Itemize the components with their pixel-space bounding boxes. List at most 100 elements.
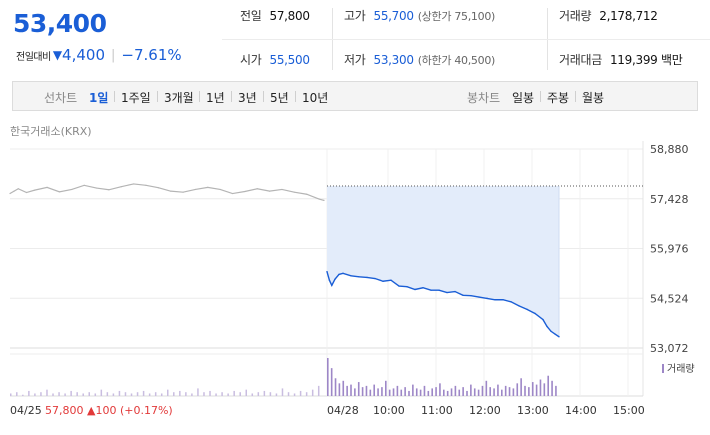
volume-bar — [555, 385, 557, 396]
volume-bar — [470, 384, 472, 396]
today-price-point — [358, 276, 360, 278]
volume-bar — [535, 384, 538, 396]
prev-day-point — [120, 186, 122, 188]
prev-day-point — [108, 189, 110, 191]
price-change: 전일대비 ▼ 4,400 | −7.61% — [16, 46, 182, 64]
candle-weekly-tab[interactable]: 주봉 — [547, 91, 570, 105]
period-3y-tab[interactable]: 3년 — [238, 91, 257, 105]
volume-bar — [408, 390, 410, 396]
period-1d-tab[interactable]: 1일 — [89, 91, 109, 105]
period-5y-tab[interactable]: 5년 — [270, 91, 289, 105]
prev-day-point — [58, 191, 61, 193]
prev-day-point — [182, 191, 184, 193]
volume-bar — [342, 380, 345, 396]
today-price-point — [494, 299, 496, 301]
high-price: 고가 55,700 (상한가 75,100) — [344, 7, 495, 24]
x-tick-label: 12:00 — [469, 404, 501, 417]
y-tick-label: 54,524 — [650, 292, 689, 305]
prev-volume-bar — [197, 388, 199, 396]
prev-volume-bar — [287, 392, 290, 396]
volume-bar — [520, 378, 522, 396]
period-1w-tab[interactable]: 1주일 — [121, 91, 151, 105]
exchange-label: 한국거래소(KRX) — [10, 125, 92, 138]
prev-day-point — [9, 192, 11, 195]
prev-volume-bar — [94, 393, 97, 396]
today-price-point — [331, 284, 333, 287]
prev-volume-bar — [209, 390, 211, 396]
today-price-point — [470, 294, 472, 297]
prev-volume-bar — [16, 392, 18, 396]
x-tick-label: 10:00 — [373, 404, 405, 417]
divider — [222, 39, 710, 40]
prev-volume-bar — [112, 393, 115, 396]
volume-bar — [327, 358, 329, 396]
prev-date-label: 04/25 — [10, 404, 42, 417]
prev-volume-bar — [167, 389, 169, 396]
volume-bar — [338, 383, 341, 396]
open-label: 시가 — [240, 53, 262, 67]
prev-day-point — [244, 190, 246, 193]
prev-volume-bar — [136, 392, 139, 396]
today-price-point — [454, 290, 456, 293]
candle-chart-label: 봉차트 — [467, 91, 501, 105]
amount-value: 119,399 백만 — [609, 53, 683, 67]
prev-volume-bar — [239, 392, 241, 396]
prev-volume-bar — [203, 392, 205, 396]
prev-volume-bar — [28, 390, 30, 396]
prev-day-point — [25, 191, 28, 194]
today-price-point — [422, 287, 424, 289]
candle-daily-tab[interactable]: 일봉 — [512, 91, 535, 105]
prev-volume-bar — [34, 393, 36, 396]
prev-volume-bar — [221, 392, 223, 396]
volume-legend-label: 거래량 — [667, 363, 695, 375]
today-price-point — [546, 325, 548, 328]
volume-bar — [439, 383, 441, 396]
volume-bar — [396, 385, 399, 396]
down-arrow-icon: ▼ — [52, 48, 63, 62]
period-1y-tab[interactable]: 1년 — [206, 91, 225, 105]
volume-bar — [524, 385, 526, 396]
prev-day-price-line — [9, 183, 325, 201]
period-3m-tab[interactable]: 3개월 — [164, 91, 194, 105]
prev-volume-bar — [106, 392, 109, 396]
prev-volume-bar — [191, 393, 193, 396]
line-chart-label: 선차트 — [44, 91, 78, 105]
y-tick-label: 55,976 — [650, 243, 689, 256]
today-price-point — [554, 333, 556, 335]
prev-volume-bar — [275, 393, 278, 396]
volume-bar — [350, 384, 352, 396]
volume-bar — [423, 385, 426, 396]
prev-day-point — [306, 193, 308, 195]
volume-bar — [365, 385, 368, 396]
volume-bar — [481, 385, 484, 396]
prev-volume-bar — [160, 393, 163, 396]
today-price-point — [486, 297, 488, 300]
prev-volume-bar — [305, 392, 308, 396]
volume-bar — [485, 380, 488, 396]
volume-legend-swatch — [662, 364, 664, 373]
volume-bar — [377, 388, 379, 396]
prev-volume-bar — [58, 392, 60, 396]
prev-day-point — [194, 188, 197, 191]
today-price-point — [414, 288, 416, 291]
volume-bar — [431, 388, 433, 396]
divider — [540, 91, 541, 102]
volume-bar — [412, 384, 414, 396]
prev-volume-bar — [179, 390, 181, 396]
volume-bar — [531, 382, 534, 396]
prev-volume-bar — [82, 393, 84, 396]
volume-bar — [400, 389, 403, 396]
prev-volume-bar — [263, 390, 266, 396]
period-10y-tab[interactable]: 10년 — [302, 91, 329, 105]
prev-volume-bar — [76, 392, 78, 396]
prev-close-summary: 57,800 ▲100 (+0.17%) — [45, 404, 173, 417]
today-area-fill — [327, 186, 559, 337]
prev-volume-bar — [52, 393, 54, 396]
prev-volume-bar — [88, 392, 90, 396]
low-price: 저가 53,300 (하한가 40,500) — [344, 51, 495, 68]
today-price-point — [518, 305, 520, 307]
volume-bar — [458, 389, 461, 396]
prev-day-point — [231, 192, 234, 195]
candle-monthly-tab[interactable]: 월봉 — [582, 91, 605, 105]
trade-amount: 거래대금 119,399 백만 — [559, 51, 683, 68]
